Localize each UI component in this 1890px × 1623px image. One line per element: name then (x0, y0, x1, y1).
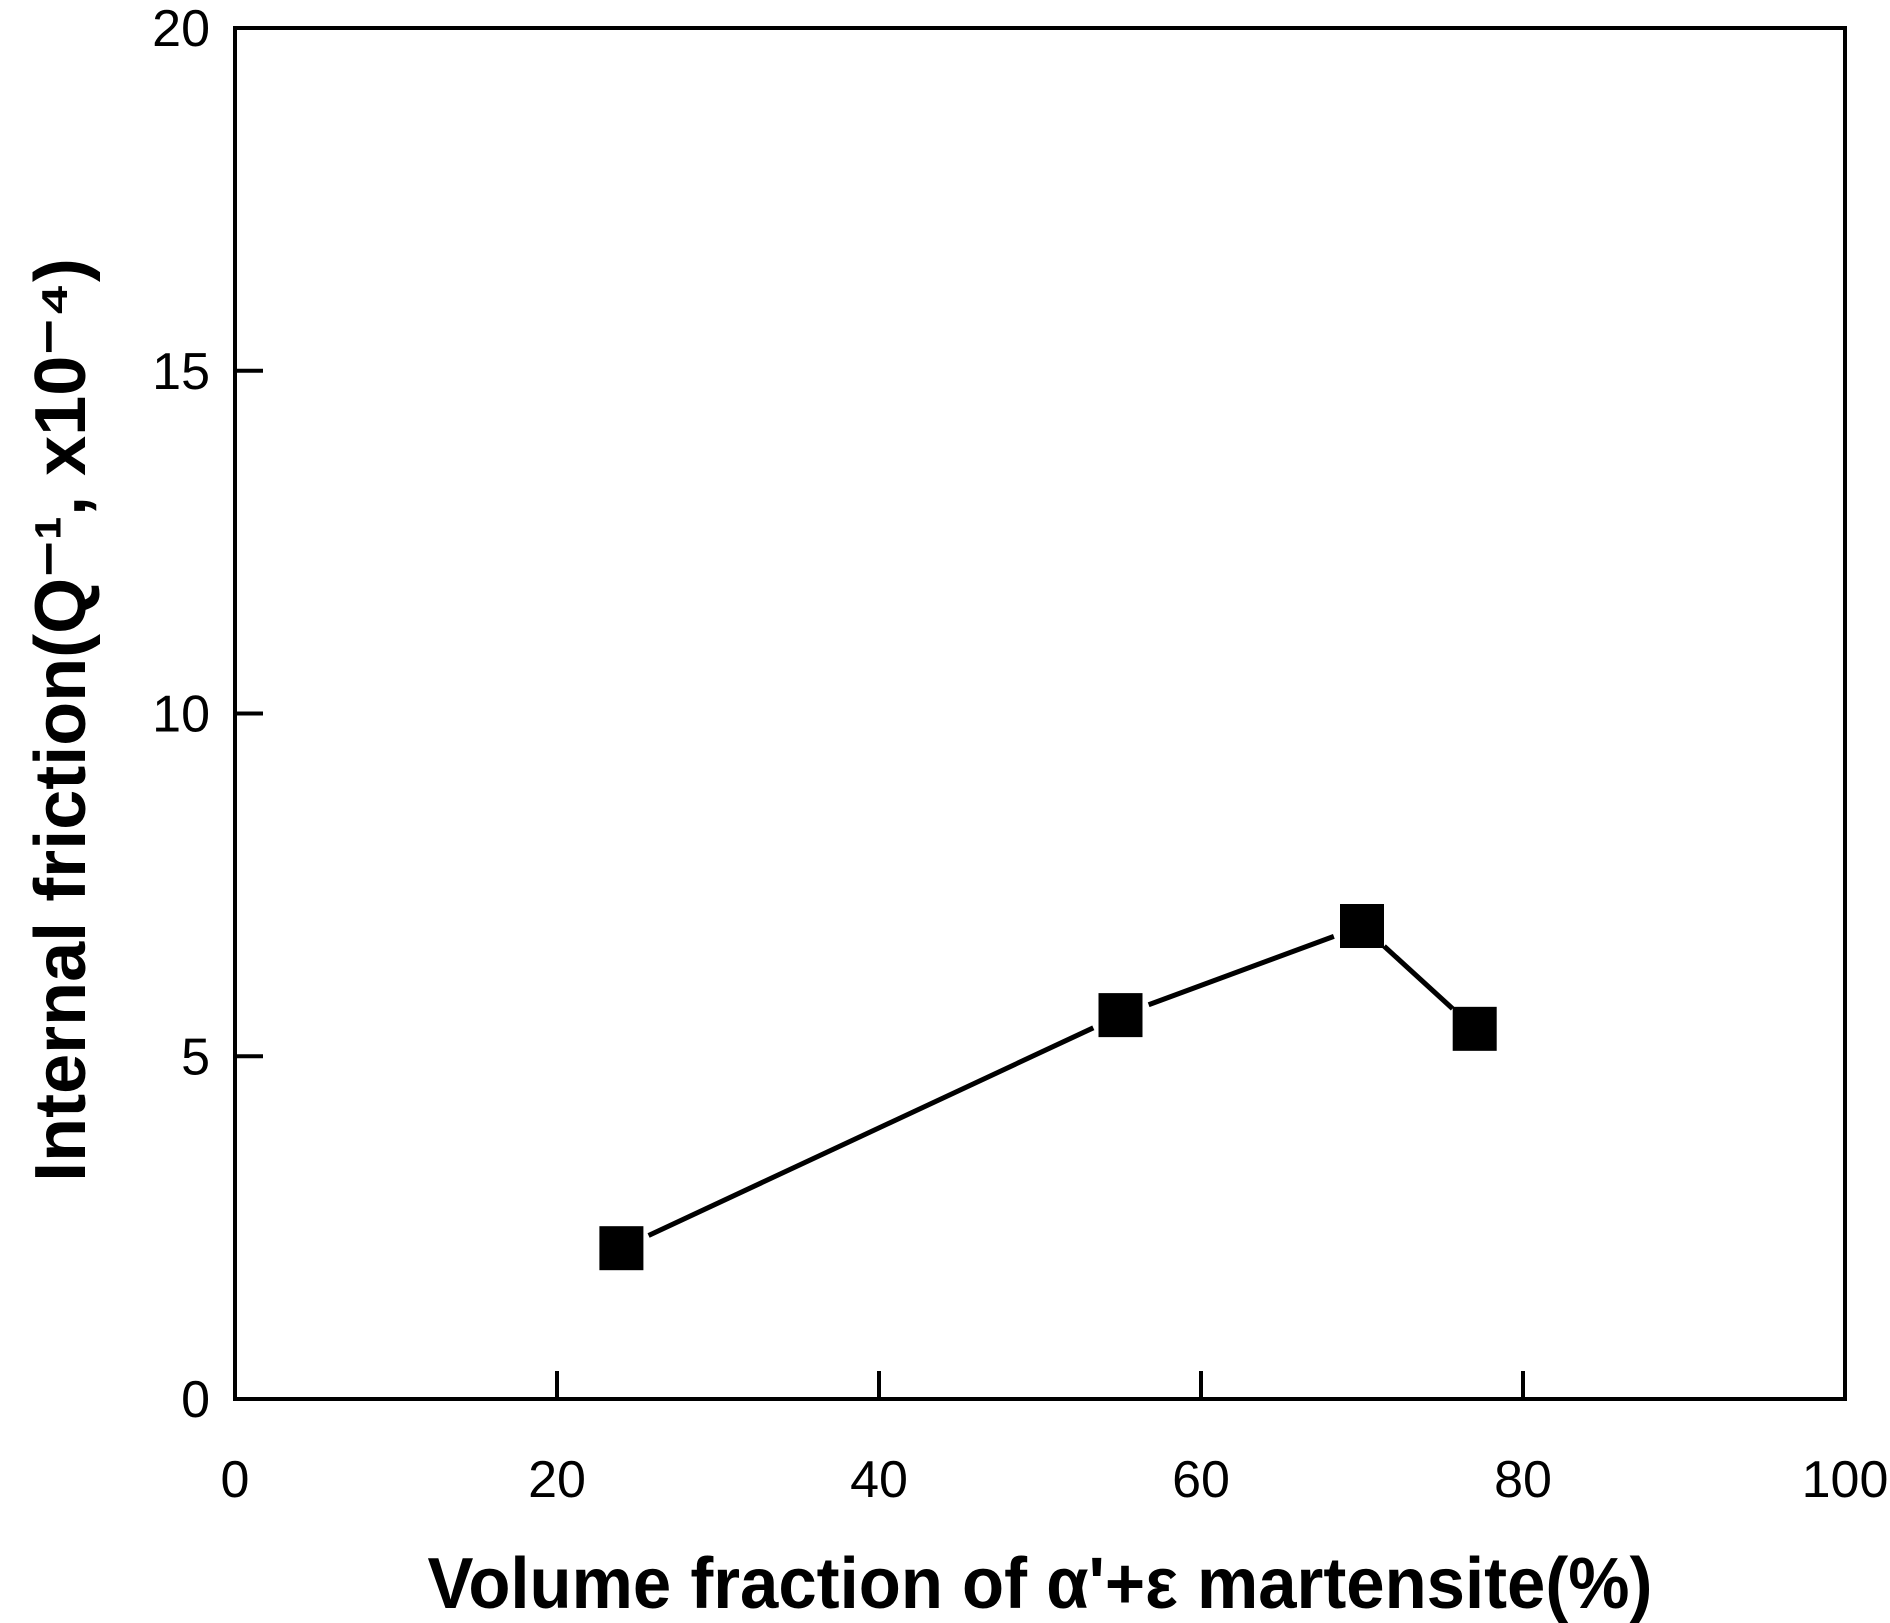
data-point (599, 1226, 644, 1271)
x-axis-title: Volume fraction of α'+ε martensite(%) (428, 1544, 1653, 1623)
data-point (1340, 904, 1384, 949)
series-line-segment (1147, 934, 1335, 1008)
x-tick-label: 20 (528, 1451, 586, 1509)
y-tick-label: 0 (181, 1371, 210, 1429)
series-layer (599, 904, 1497, 1271)
plot-frame (233, 26, 1847, 1401)
series-line-segment (647, 1025, 1095, 1238)
x-tick-label: 40 (850, 1451, 908, 1509)
x-axis-ticks: 0 20 40 60 80 100 (221, 1371, 1889, 1509)
x-tick-label: 100 (1802, 1451, 1889, 1509)
y-tick-label: 10 (152, 686, 210, 744)
x-tick-label: 60 (1172, 1451, 1230, 1509)
series-line-segment (1382, 944, 1455, 1011)
data-point (1452, 1006, 1497, 1051)
y-axis-title: Internal friction(Q⁻¹, x10⁻⁴) (21, 258, 101, 1182)
x-tick-label: 0 (221, 1451, 250, 1509)
y-tick-label: 5 (181, 1028, 210, 1086)
y-axis-ticks: 0 5 10 15 20 (152, 0, 263, 1429)
y-tick-label: 15 (152, 343, 210, 401)
y-tick-label: 20 (152, 0, 210, 58)
data-point (1098, 993, 1143, 1038)
x-tick-label: 80 (1494, 1451, 1552, 1509)
